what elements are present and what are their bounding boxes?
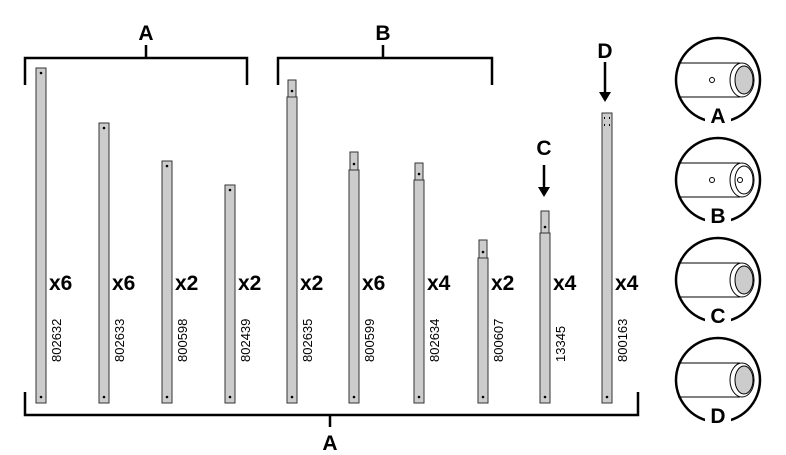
hole (228, 188, 232, 192)
quantity: x2 (238, 272, 261, 295)
bracket-label: A (322, 432, 337, 455)
part-number: 800599 (362, 319, 377, 362)
part-number: 800163 (615, 319, 630, 362)
tube-bore (734, 165, 754, 195)
label-bg (705, 306, 731, 326)
hole (352, 162, 356, 166)
label-bg (705, 206, 731, 226)
parts: x6 802632 x6 802633 x2 800598 x2 802439 x2 802635… (35, 67, 639, 404)
hole (102, 126, 106, 130)
bracket-label: B (375, 22, 390, 45)
part-number: 800607 (491, 319, 506, 362)
quantity: x2 (175, 272, 198, 295)
part-number: 802633 (112, 319, 127, 362)
label-bg (705, 106, 731, 126)
quantity: x2 (300, 272, 323, 295)
hole (352, 395, 356, 399)
tube (35, 67, 47, 404)
quantity: x4 (615, 272, 639, 295)
tube-bore (734, 365, 754, 395)
hole (39, 395, 43, 399)
hole (165, 164, 169, 168)
tube (224, 184, 236, 404)
tube (286, 96, 298, 404)
quantity: x6 (112, 272, 135, 295)
part-number: 802635 (300, 319, 315, 362)
hole (228, 395, 232, 399)
hole (290, 395, 294, 399)
quantity: x6 (362, 272, 385, 295)
part-number: 802634 (427, 319, 442, 362)
hole (543, 395, 547, 399)
detail-label: B (710, 205, 725, 228)
quantity: x6 (49, 272, 72, 295)
arrows (542, 62, 607, 192)
tube-neck (287, 79, 297, 98)
tube (477, 257, 489, 404)
tube-bore (734, 265, 754, 295)
tube-neck (349, 151, 359, 171)
label-bg (705, 406, 731, 426)
callout-label: D (597, 40, 612, 63)
bracket-a (23, 45, 249, 85)
tube (539, 232, 551, 404)
hole (165, 395, 169, 399)
tube-neck (540, 210, 550, 234)
tube-bore (734, 65, 754, 95)
tube-detail (678, 162, 740, 198)
hole (102, 395, 106, 399)
hole (605, 395, 609, 399)
quantity: x4 (553, 272, 577, 295)
part-number: 802632 (49, 319, 64, 362)
tube (413, 179, 425, 404)
hole (39, 71, 43, 75)
tube (601, 112, 613, 404)
part-number: 13345 (553, 326, 568, 362)
hole (543, 225, 547, 229)
tube-neck (478, 239, 488, 259)
detail-hole (709, 77, 715, 83)
detail-label: A (710, 105, 725, 128)
tube (98, 122, 110, 404)
tube (161, 160, 173, 404)
detail-hole (737, 177, 743, 183)
detail-hole (709, 177, 715, 183)
detail-label: D (710, 405, 725, 428)
details: A B C D (674, 36, 762, 428)
part-number: 800598 (175, 319, 190, 362)
brackets (23, 45, 640, 427)
bracket-b (276, 45, 494, 85)
quantity: x2 (491, 272, 514, 295)
tube-detail (678, 62, 740, 98)
part-number: 802439 (238, 319, 253, 362)
callout-label: C (536, 137, 551, 160)
bracket-label: A (138, 22, 153, 45)
hole (290, 89, 294, 93)
detail-label: C (710, 305, 725, 328)
tube (348, 169, 360, 404)
hole (481, 250, 485, 254)
bracket-bottom (23, 392, 640, 427)
quantity: x4 (427, 272, 451, 295)
hole (417, 395, 421, 399)
tube-detail (678, 362, 740, 398)
hole (417, 172, 421, 176)
hole (481, 395, 485, 399)
tube-neck (414, 162, 424, 181)
tube-detail (678, 262, 740, 298)
